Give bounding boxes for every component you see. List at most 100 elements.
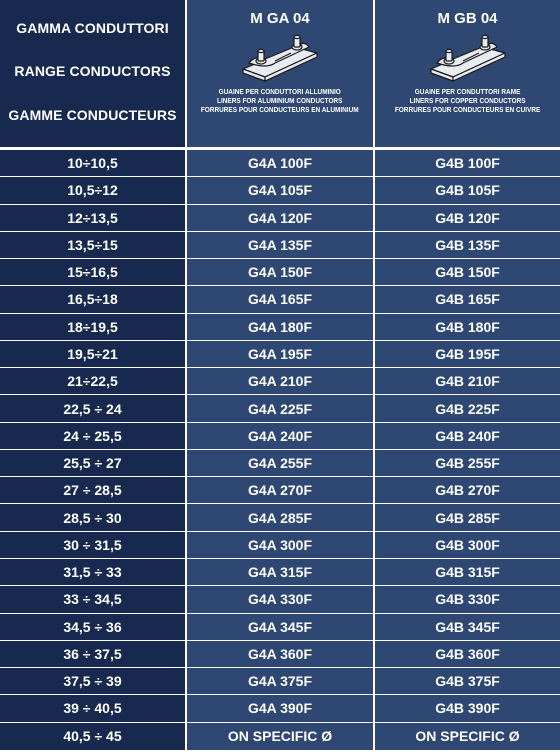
- desc-line-it: GUAINE PER CONDUTTORI RAME: [414, 87, 521, 96]
- column-divider: [373, 368, 375, 396]
- mgb04-code-cell: G4B 390F: [375, 695, 560, 723]
- mga04-code-cell: G4A 345F: [187, 613, 373, 641]
- column-divider: [185, 340, 187, 369]
- clamp-liner-icon: [429, 34, 506, 82]
- column-divider: [373, 313, 375, 341]
- column-divider: [185, 558, 187, 587]
- column-divider: [373, 586, 375, 614]
- desc-line-fr: FORRURES POUR CONDUCTEURS EN CUIVRE: [394, 105, 541, 114]
- mgb04-code-cell: G4B 100F: [375, 150, 560, 178]
- mgb04-code-cell: G4B 285F: [375, 504, 560, 532]
- mgb04-code-cell: G4B 150F: [375, 259, 560, 287]
- desc-line-en: LINERS FOR COPPER CONDUCTORS: [409, 96, 526, 105]
- column-divider: [373, 340, 375, 369]
- mga04-code-cell: G4A 375F: [187, 668, 373, 696]
- range-cell: 25,5 ÷ 27: [0, 449, 185, 478]
- mga04-code-cell: G4A 210F: [187, 368, 373, 396]
- column-divider: [185, 286, 187, 314]
- mga04-code-cell: G4A 315F: [187, 558, 373, 587]
- mga04-code-cell: G4A 165F: [187, 286, 373, 314]
- column-divider: [373, 558, 375, 587]
- range-cell: 16,5÷18: [0, 286, 185, 314]
- mga04-code-cell: G4A 150F: [187, 259, 373, 287]
- column-divider: [185, 504, 187, 532]
- column-divider: [185, 422, 187, 450]
- range-cell: 33 ÷ 34,5: [0, 586, 185, 614]
- range-cell: 31,5 ÷ 33: [0, 558, 185, 587]
- mga04-code-cell: G4A 270F: [187, 477, 373, 505]
- column-divider: [185, 449, 187, 478]
- column-divider: [185, 231, 187, 260]
- mgb04-code-cell: G4B 255F: [375, 449, 560, 478]
- mga04-code-cell: G4A 255F: [187, 449, 373, 478]
- range-cell: 30 ÷ 31,5: [0, 531, 185, 559]
- column-divider: [373, 531, 375, 559]
- range-label-it: GAMMA CONDUTTORI: [16, 19, 169, 36]
- column-divider: [373, 668, 375, 696]
- mgb04-code-cell: G4B 360F: [375, 640, 560, 669]
- column-divider: [373, 286, 375, 314]
- range-label-en: RANGE CONDUCTORS: [14, 63, 171, 80]
- range-cell: 22,5 ÷ 24: [0, 395, 185, 423]
- column-divider: [373, 259, 375, 287]
- column-divider: [373, 640, 375, 669]
- range-cell: 27 ÷ 28,5: [0, 477, 185, 505]
- column-divider: [373, 477, 375, 505]
- desc-line-en: LINERS FOR ALUMINIUM CONDUCTORS: [217, 96, 343, 105]
- mgb04-code-cell: G4B 135F: [375, 231, 560, 260]
- mga04-code-cell: G4A 225F: [187, 395, 373, 423]
- column-divider: [373, 150, 375, 178]
- mga04-code-cell: G4A 285F: [187, 504, 373, 532]
- column-divider: [185, 150, 187, 178]
- column-divider: [185, 531, 187, 559]
- column-divider: [185, 0, 187, 147]
- mga04-code-cell: G4A 120F: [187, 204, 373, 232]
- mga04-code-cell: ON SPECIFIC Ø: [187, 722, 373, 750]
- column-divider: [373, 422, 375, 450]
- range-cell: 10÷10,5: [0, 150, 185, 178]
- mgb04-code-cell: G4B 240F: [375, 422, 560, 450]
- column-divider: [373, 204, 375, 232]
- mgb04-code-cell: G4B 300F: [375, 531, 560, 559]
- column-divider: [185, 695, 187, 723]
- range-cell: 12÷13,5: [0, 204, 185, 232]
- mgb04-code-cell: G4B 225F: [375, 395, 560, 423]
- column-divider: [373, 695, 375, 723]
- mga04-code-cell: G4A 100F: [187, 150, 373, 178]
- column-divider: [373, 177, 375, 205]
- column-divider: [185, 177, 187, 205]
- column-divider: [373, 395, 375, 423]
- column-divider: [185, 368, 187, 396]
- mgb04-code-cell: G4B 375F: [375, 668, 560, 696]
- product-code: M GB 04: [437, 10, 498, 27]
- column-divider: [373, 0, 375, 147]
- product-description: GUAINE PER CONDUTTORI ALLUMINIO LINERS F…: [201, 87, 359, 114]
- mgb04-code-cell: G4B 105F: [375, 177, 560, 205]
- column-divider: [185, 613, 187, 641]
- range-cell: 18÷19,5: [0, 313, 185, 341]
- column-divider: [185, 313, 187, 341]
- range-cell: 24 ÷ 25,5: [0, 422, 185, 450]
- mga04-code-cell: G4A 180F: [187, 313, 373, 341]
- column-divider: [185, 722, 187, 750]
- desc-line-it: GUAINE PER CONDUTTORI ALLUMINIO: [218, 87, 342, 96]
- column-divider: [185, 259, 187, 287]
- column-divider: [373, 504, 375, 532]
- range-cell: 19,5÷21: [0, 340, 185, 369]
- mgb04-code-cell: G4B 270F: [375, 477, 560, 505]
- mgb04-code-cell: G4B 195F: [375, 340, 560, 369]
- column-divider: [185, 477, 187, 505]
- range-cell: 36 ÷ 37,5: [0, 640, 185, 669]
- range-cell: 13,5÷15: [0, 231, 185, 260]
- range-cell: 39 ÷ 40,5: [0, 695, 185, 723]
- mga04-code-cell: G4A 195F: [187, 340, 373, 369]
- range-label-fr: GAMME CONDUCTEURS: [8, 107, 177, 124]
- column-divider: [185, 204, 187, 232]
- column-divider: [373, 449, 375, 478]
- mga04-code-cell: G4A 105F: [187, 177, 373, 205]
- range-cell: 21÷22,5: [0, 368, 185, 396]
- mga04-code-cell: G4A 390F: [187, 695, 373, 723]
- mga04-code-cell: G4A 360F: [187, 640, 373, 669]
- column-divider: [373, 613, 375, 641]
